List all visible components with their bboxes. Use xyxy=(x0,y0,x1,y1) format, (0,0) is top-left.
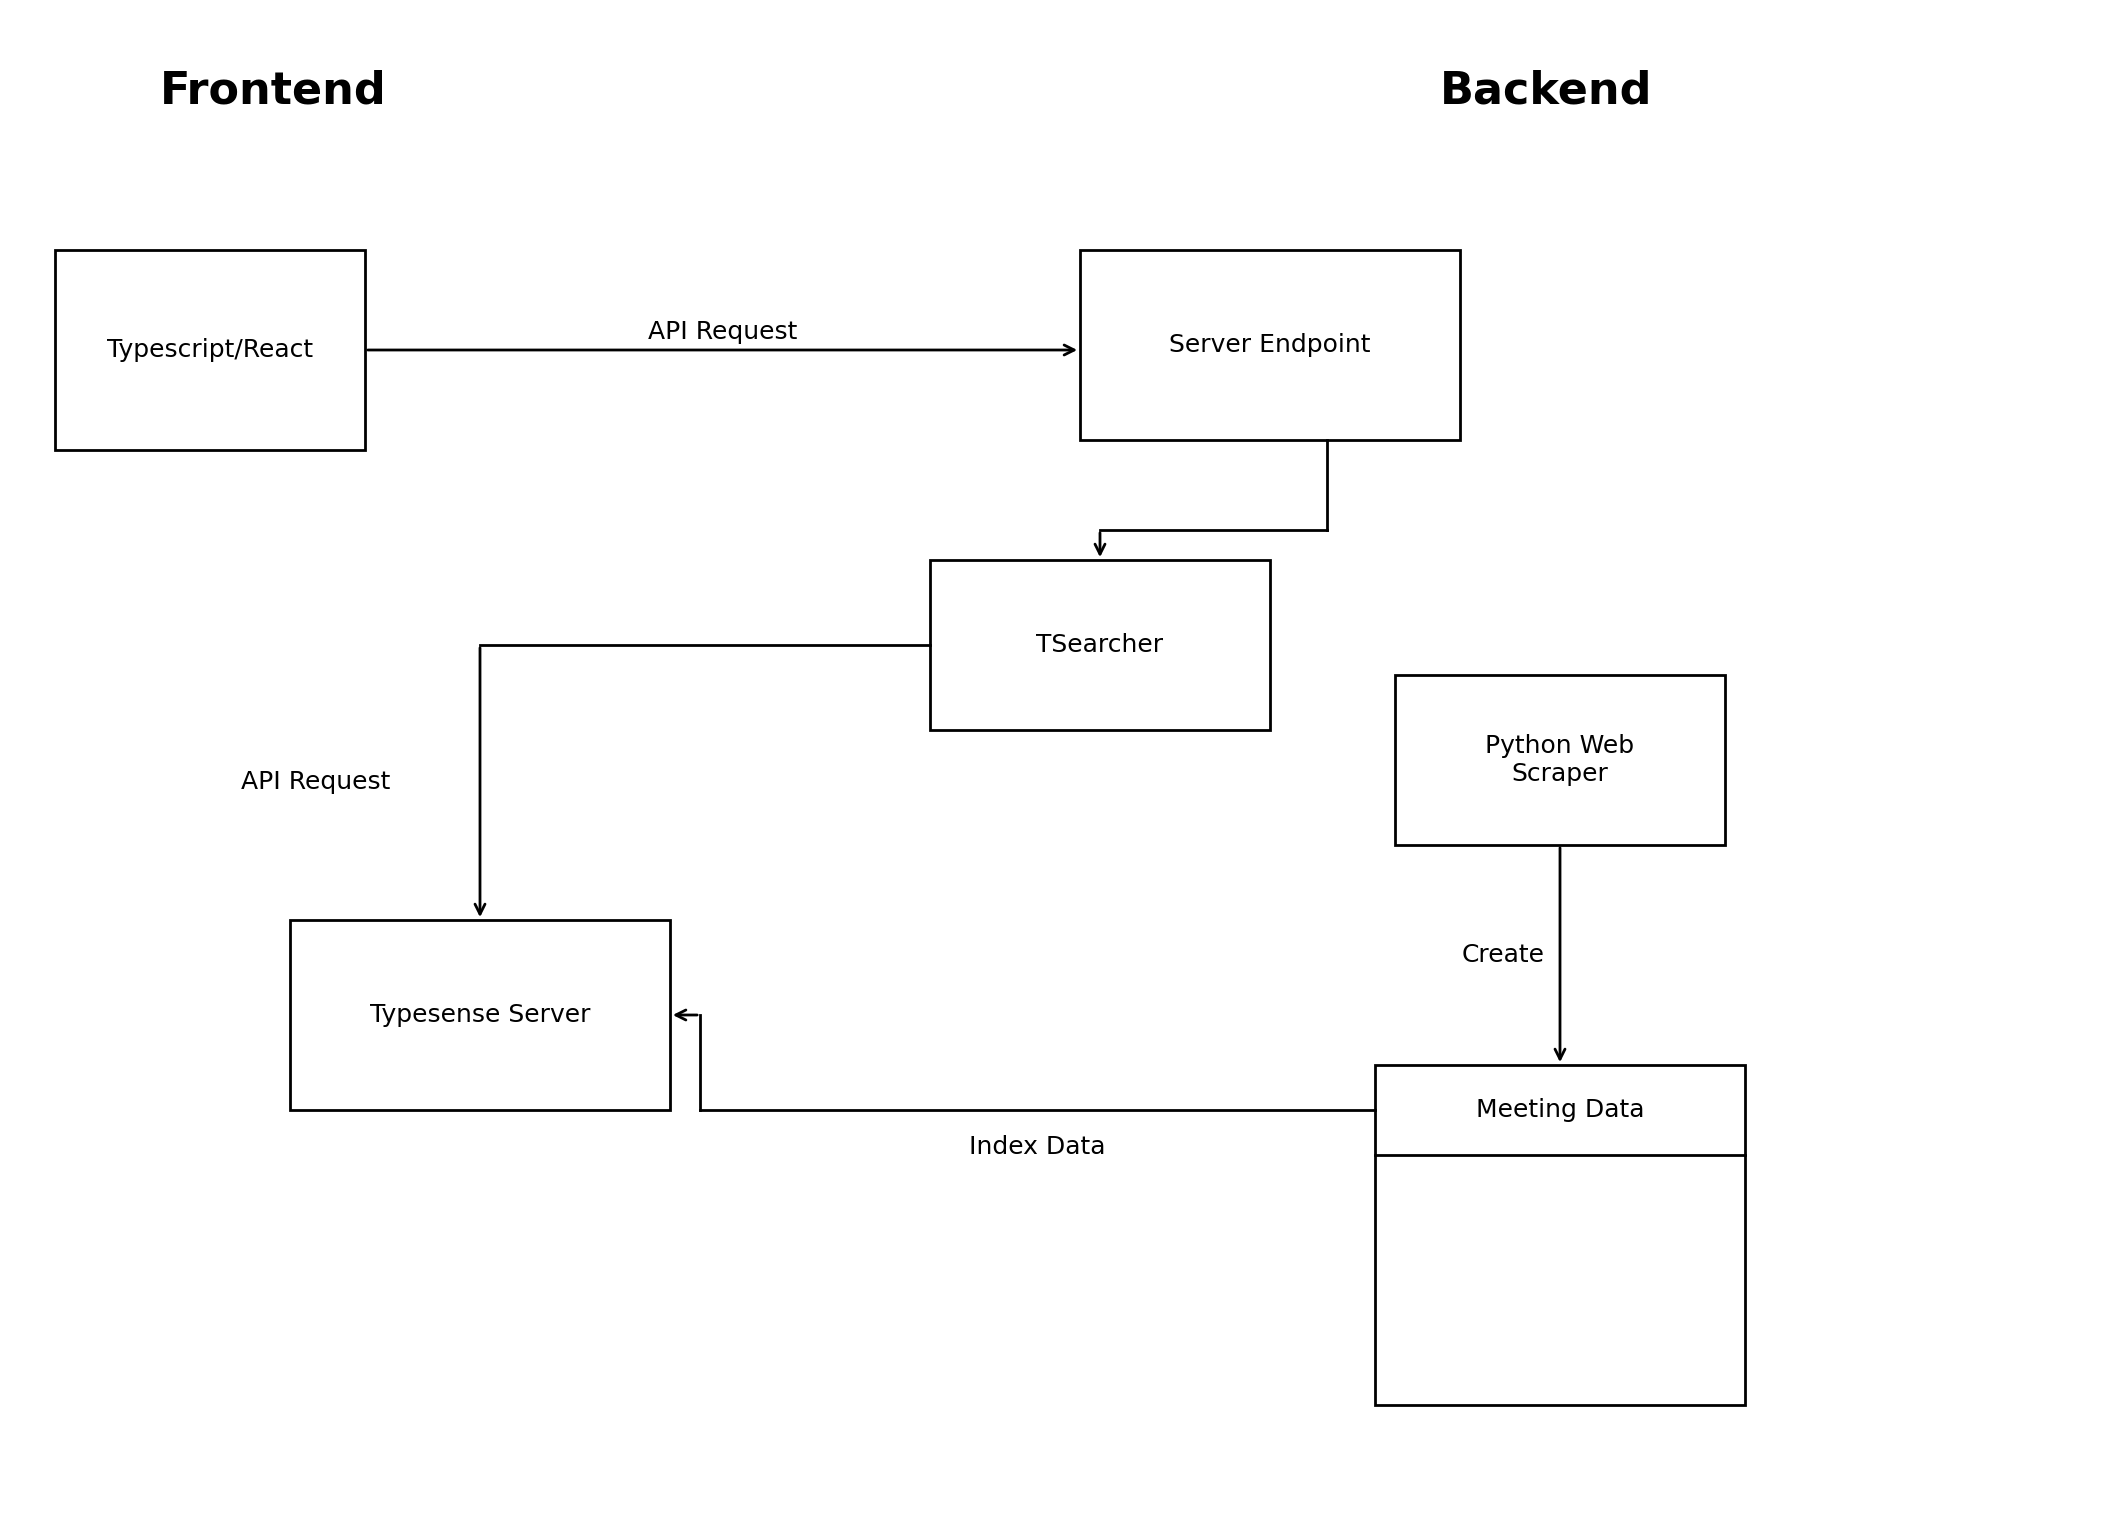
Text: API Request: API Request xyxy=(647,321,797,344)
Text: Frontend: Frontend xyxy=(160,70,386,112)
Text: Meeting Data: Meeting Data xyxy=(1476,1097,1644,1122)
Text: Backend: Backend xyxy=(1440,70,1653,112)
Text: Create: Create xyxy=(1463,942,1545,967)
Bar xyxy=(1374,1066,1745,1404)
Bar xyxy=(291,920,670,1110)
Text: Index Data: Index Data xyxy=(970,1135,1107,1158)
Bar xyxy=(930,559,1269,730)
Text: Python Web
Scraper: Python Web Scraper xyxy=(1486,734,1634,786)
Bar xyxy=(1079,249,1461,439)
Text: Typescript/React: Typescript/React xyxy=(108,337,314,362)
Bar xyxy=(55,249,365,450)
Text: Typesense Server: Typesense Server xyxy=(369,1003,590,1028)
Text: API Request: API Request xyxy=(240,771,390,795)
Text: TSearcher: TSearcher xyxy=(1037,632,1164,657)
Bar xyxy=(1395,675,1724,845)
Text: Server Endpoint: Server Endpoint xyxy=(1170,333,1370,357)
